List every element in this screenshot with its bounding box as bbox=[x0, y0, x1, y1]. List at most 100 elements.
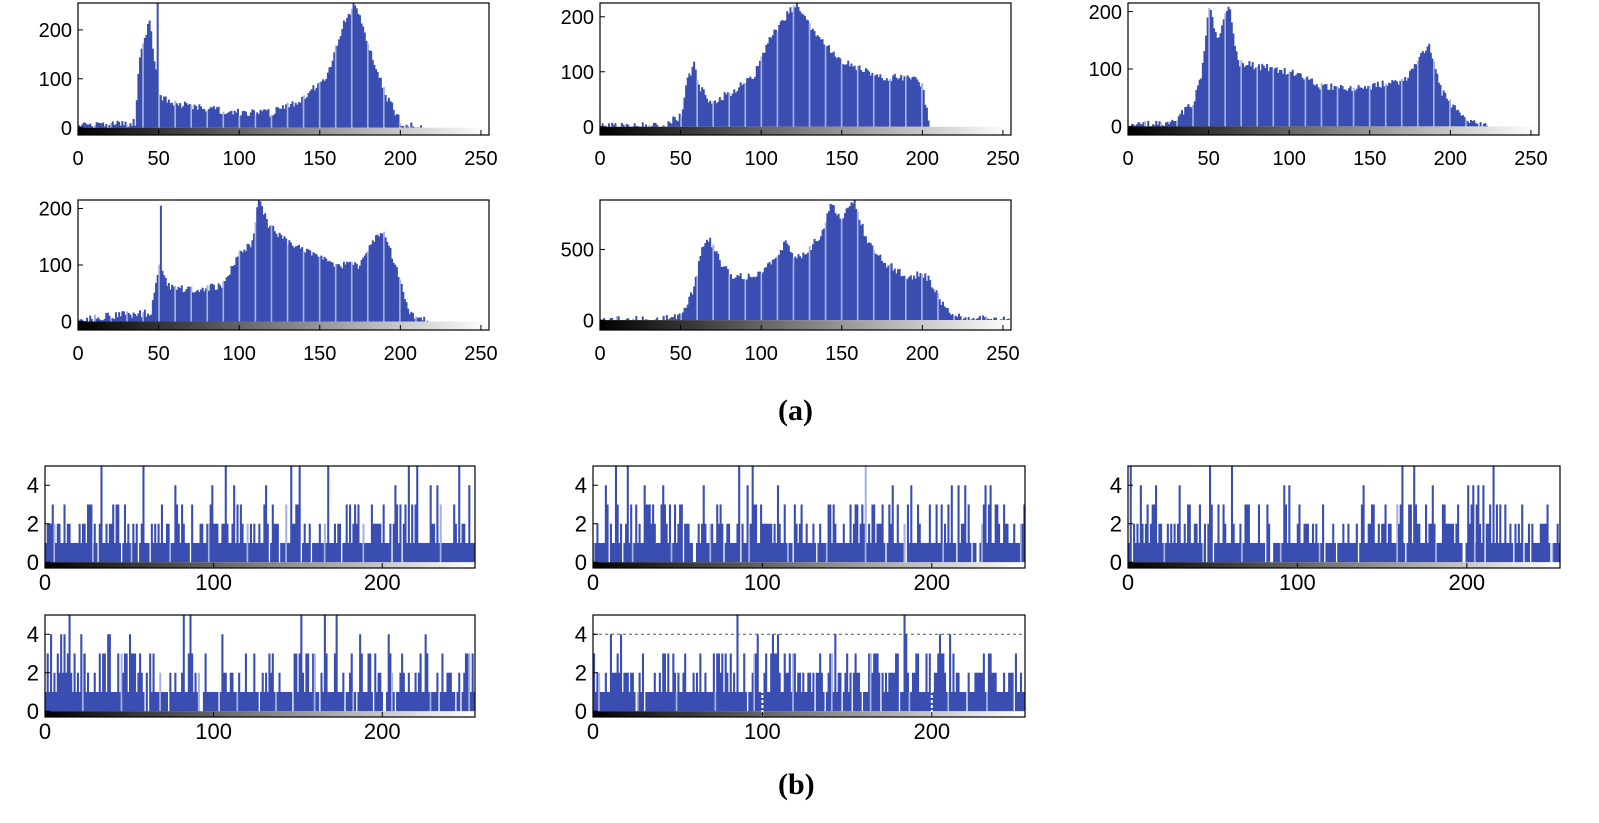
chart-b4-bar bbox=[352, 691, 355, 712]
chart-a1-bar bbox=[275, 107, 278, 128]
chart-b1-bar bbox=[212, 523, 216, 563]
chart-b3-bar bbox=[1230, 466, 1234, 563]
chart-a4-bar bbox=[204, 288, 207, 322]
chart-b3-bar bbox=[1234, 542, 1237, 563]
chart-b3-bar bbox=[1342, 523, 1345, 563]
chart-a3-bar bbox=[1328, 89, 1331, 127]
chart-a1-bar bbox=[214, 109, 217, 128]
chart-b2-bar bbox=[626, 466, 629, 563]
chart-b2-bar bbox=[785, 542, 788, 563]
chart-a4-bar bbox=[355, 263, 358, 322]
chart-b4-bar bbox=[86, 672, 90, 712]
chart-a2-ytick-label: 100 bbox=[561, 62, 594, 84]
chart-b1-bar bbox=[458, 466, 461, 563]
chart-a5-bar bbox=[680, 314, 683, 321]
chart-b5-bar bbox=[771, 634, 774, 712]
chart-a3-bar bbox=[1139, 123, 1142, 127]
chart-b3-bar bbox=[1340, 542, 1343, 563]
chart-a2-bar bbox=[789, 7, 792, 127]
chart-a2-bar bbox=[633, 123, 636, 127]
chart-b5-bar bbox=[736, 615, 739, 712]
chart-b4-bar bbox=[238, 672, 241, 712]
chart-b2-bar bbox=[998, 523, 1001, 563]
chart-b1-bar bbox=[463, 523, 466, 563]
chart-a1-bar bbox=[206, 110, 209, 128]
chart-a1-bar bbox=[328, 67, 331, 128]
chart-a2-bar bbox=[808, 23, 811, 127]
chart-b2-bar bbox=[984, 485, 987, 563]
chart-b1-bar bbox=[223, 523, 226, 563]
chart-b3-bar bbox=[1392, 542, 1396, 563]
chart-b1-bar bbox=[293, 523, 296, 563]
chart-b4-bar bbox=[333, 653, 336, 712]
chart-b4-bar bbox=[320, 672, 323, 712]
chart-a5-bar bbox=[897, 269, 900, 321]
chart-a5-bar bbox=[775, 257, 778, 321]
chart-a3-bar bbox=[1185, 106, 1188, 127]
chart-b4-bar bbox=[112, 691, 115, 712]
chart-a3-bar bbox=[1174, 120, 1177, 127]
chart-b5-bar bbox=[719, 672, 722, 712]
chart-b3-bar bbox=[1517, 523, 1520, 563]
chart-b1-bar bbox=[382, 504, 385, 563]
chart-b1-bar bbox=[238, 542, 241, 563]
chart-b5-bar bbox=[653, 672, 656, 712]
chart-b4-bar bbox=[296, 691, 300, 712]
chart-b5-bar bbox=[890, 672, 893, 712]
chart-b4-bar bbox=[422, 691, 426, 712]
chart-a4-bar bbox=[153, 292, 156, 322]
chart-b1-bar bbox=[385, 542, 389, 563]
chart-a2-bar bbox=[673, 117, 676, 127]
chart-b1-bar bbox=[48, 523, 51, 563]
chart-a3-bar bbox=[1152, 124, 1155, 127]
chart-b4-bar bbox=[414, 672, 417, 712]
chart-a1-bar bbox=[156, 3, 159, 128]
chart-a2-bar bbox=[612, 125, 615, 127]
chart-b4-bar bbox=[224, 672, 227, 712]
chart-a1-bar bbox=[299, 102, 302, 128]
chart-a1-bar bbox=[318, 82, 321, 128]
chart-a2-bar bbox=[644, 124, 647, 127]
chart-b1-bar bbox=[70, 542, 73, 563]
chart-a5-bar bbox=[1006, 319, 1009, 321]
chart-b4-bar bbox=[181, 672, 184, 712]
chart-b3-bar bbox=[1163, 542, 1166, 563]
chart-a1-bar bbox=[378, 77, 381, 128]
chart-b1-bar bbox=[354, 504, 357, 563]
chart-a3-bar bbox=[1343, 89, 1346, 127]
chart-b4-bar bbox=[194, 672, 197, 712]
chart-b5-bar bbox=[866, 691, 869, 712]
chart-b1-bar bbox=[100, 466, 103, 563]
chart-a3-bar bbox=[1457, 109, 1460, 127]
chart-b2-bar bbox=[755, 504, 758, 563]
chart-b4-bar bbox=[128, 634, 132, 712]
chart-a2-bar bbox=[847, 60, 850, 127]
chart-a1-bar bbox=[135, 100, 138, 128]
chart-b2-bar bbox=[800, 504, 803, 563]
chart-b1-bar bbox=[303, 523, 306, 563]
chart-b3-bar bbox=[1473, 542, 1477, 563]
chart-a5-bar bbox=[895, 273, 898, 321]
chart-b1-bar bbox=[236, 504, 239, 563]
chart-a5-bar bbox=[853, 200, 856, 321]
chart-b4-bar bbox=[115, 691, 118, 712]
chart-a4-bar bbox=[84, 320, 87, 322]
chart-a4-bar bbox=[281, 238, 284, 322]
chart-a1-bar bbox=[373, 64, 376, 128]
chart-b5-bar bbox=[896, 653, 899, 712]
chart-b2-bar bbox=[672, 542, 675, 563]
chart-a5-bar bbox=[935, 290, 938, 321]
chart-a3-ytick-label: 200 bbox=[1089, 2, 1122, 24]
chart-b3-bar bbox=[1445, 523, 1448, 563]
chart-b4-bar bbox=[249, 691, 252, 712]
chart-a2-bar bbox=[815, 36, 818, 127]
chart-b2-bar bbox=[851, 542, 854, 563]
chart-a5-bar bbox=[876, 254, 879, 321]
chart-b4-bar bbox=[236, 691, 239, 712]
chart-b1-bar bbox=[349, 504, 352, 563]
chart-a1-bar bbox=[354, 5, 357, 128]
chart-b5-bar bbox=[923, 691, 926, 712]
chart-b5-colorbar bbox=[593, 711, 1025, 717]
chart-a1-bar bbox=[256, 112, 259, 128]
chart-b5-bar bbox=[603, 691, 606, 712]
